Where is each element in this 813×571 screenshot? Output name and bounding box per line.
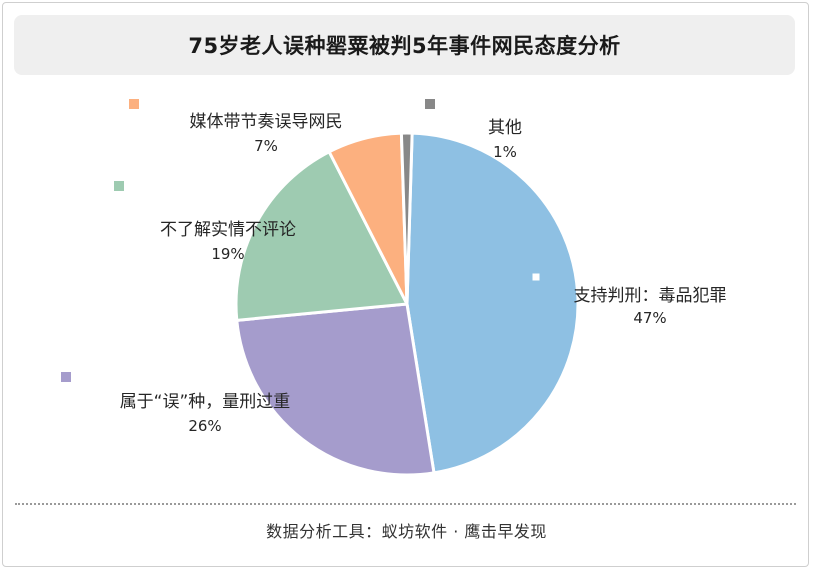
slice-label: 支持判刑：毒品犯罪 — [574, 286, 727, 306]
pie-slice — [234, 150, 409, 322]
slice-label: 不了解实情不评论 — [160, 220, 296, 240]
slice-percent-label: 47% — [633, 309, 666, 327]
title-bar: 75岁老人误种罂粟被判5年事件网民态度分析 — [14, 15, 795, 75]
slice-marker — [129, 99, 139, 109]
slice-percent-label: 19% — [211, 245, 244, 263]
slice-percent-label: 26% — [188, 417, 221, 435]
pie-slice — [235, 302, 436, 477]
pie-slice — [405, 131, 580, 475]
slice-marker — [114, 181, 124, 191]
slice-percent-label: 1% — [493, 143, 517, 161]
slice-percent-label: 7% — [254, 137, 278, 155]
slice-marker — [61, 372, 71, 382]
pie-slice — [399, 131, 414, 306]
slice-label: 媒体带节奏误导网民 — [190, 112, 343, 132]
chart-title: 75岁老人误种罂粟被判5年事件网民态度分析 — [188, 34, 621, 58]
footer-divider — [15, 503, 796, 505]
slice-label: 其他 — [488, 118, 522, 138]
footer-credit: 数据分析工具：蚁坊软件 · 鹰击早发现 — [266, 522, 547, 541]
slice-marker — [425, 99, 435, 109]
slice-marker — [529, 270, 543, 284]
slice-label: 属于“误”种，量刑过重 — [120, 392, 291, 412]
